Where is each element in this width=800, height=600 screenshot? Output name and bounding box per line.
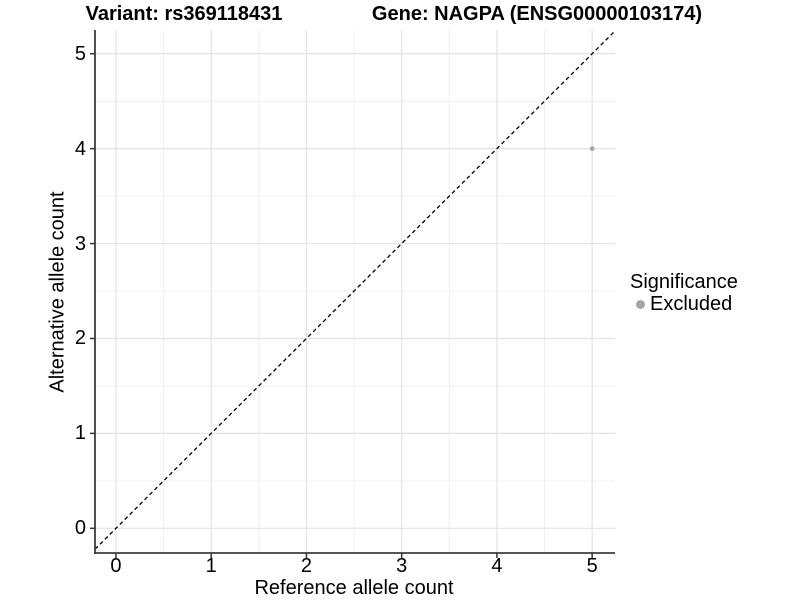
- legend: Significance Excluded: [630, 272, 738, 314]
- y-tick-label: 4: [74, 137, 86, 160]
- x-tick-label: 2: [300, 555, 312, 577]
- y-axis-title: Alternative allele count: [46, 191, 69, 393]
- y-tick-label: 1: [74, 422, 86, 445]
- y-tick-label: 0: [74, 517, 86, 540]
- x-tick-label: 5: [586, 555, 598, 577]
- y-tick-label: 5: [74, 42, 86, 65]
- x-tick-label: 0: [110, 555, 122, 577]
- plot-title-gene: Gene: NAGPA (ENSG00000103174): [371, 3, 703, 25]
- x-tick-label: 3: [396, 555, 408, 577]
- legend-key-dot-icon: [636, 299, 645, 309]
- y-tick-label: 2: [74, 327, 86, 350]
- legend-title: Significance: [630, 271, 738, 293]
- legend-item-label: Excluded: [650, 293, 733, 315]
- legend-items: Excluded: [630, 294, 738, 314]
- identity-line: [94, 30, 616, 550]
- x-tick-label: 1: [205, 555, 217, 577]
- data-point: [589, 146, 595, 152]
- y-tick-label: 3: [74, 232, 86, 255]
- x-axis-title: Reference allele count: [254, 577, 454, 599]
- x-tick-label: 4: [491, 555, 503, 577]
- plot-area-svg: [90, 30, 616, 558]
- legend-item: Excluded: [630, 294, 738, 314]
- plot-title-variant: Variant: rs369118431: [85, 3, 283, 25]
- plot-panel: [90, 30, 616, 558]
